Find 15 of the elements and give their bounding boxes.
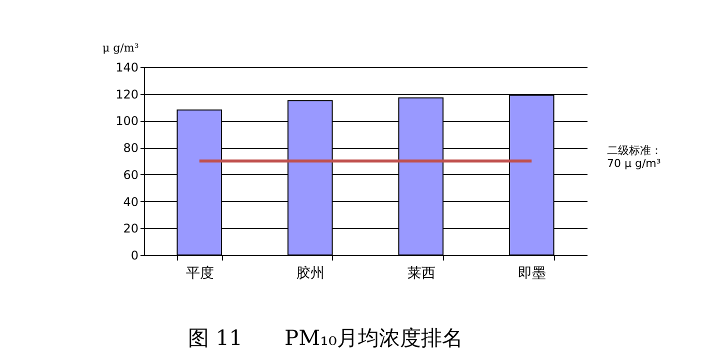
y-tick-label: 120 xyxy=(116,87,138,102)
y-tick-label: 60 xyxy=(123,168,138,182)
y-tick-label: 20 xyxy=(123,222,138,236)
y-axis-title: μ g/m³ xyxy=(102,42,139,54)
y-tick-label: 140 xyxy=(116,60,138,74)
y-tick-label: 0 xyxy=(130,248,138,262)
x-tick-label: 平度 xyxy=(186,266,214,282)
y-tick-label: 80 xyxy=(123,141,138,156)
y-tick-label: 40 xyxy=(123,194,138,209)
x-tick-label: 即墨 xyxy=(518,266,546,282)
text: 二级标准： 70 μ g/m³ xyxy=(607,144,662,170)
y-tick-label: 100 xyxy=(116,114,138,128)
x-tick-label: 莱西 xyxy=(407,266,436,282)
text: 图 11 PM₁₀月均浓度排名 xyxy=(188,326,463,350)
x-tick-label: 胶州 xyxy=(296,266,325,282)
